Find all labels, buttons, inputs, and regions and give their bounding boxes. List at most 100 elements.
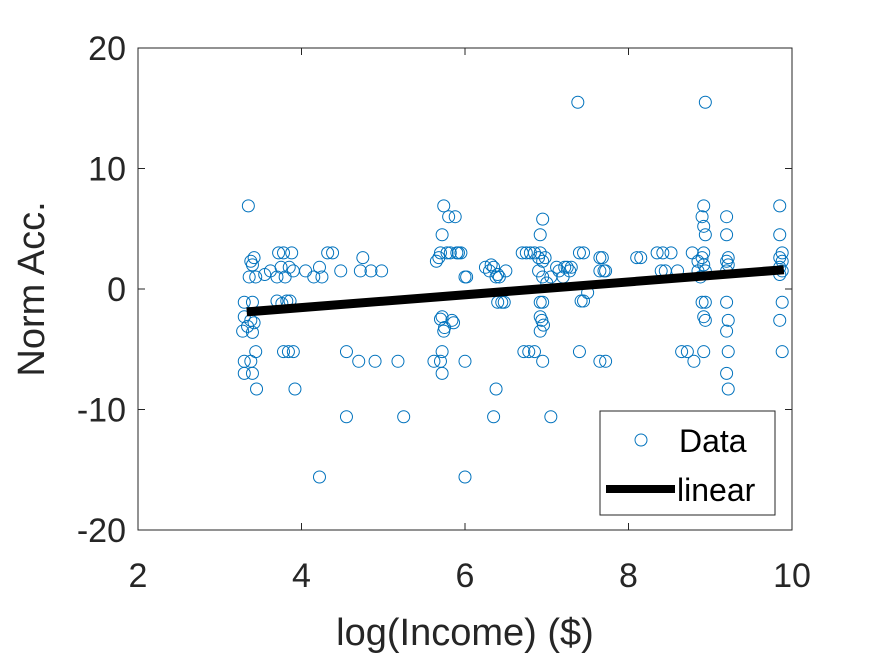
data-point [773,251,787,265]
x-axis: 2 4 6 8 10 [129,48,811,595]
data-point [687,354,701,368]
data-point [650,246,664,260]
data-point [599,264,613,278]
data-point [241,199,255,213]
data-point [282,260,296,274]
data-point [435,345,449,359]
data-point [375,264,389,278]
data-point [499,264,513,278]
data-point [435,366,449,380]
data-point [288,382,302,396]
data-point [517,345,531,359]
data-point [272,246,286,260]
linear-fit-line [246,265,785,317]
data-point [489,270,503,284]
data-point [522,345,536,359]
data-point [634,251,648,265]
data-point [242,270,256,284]
data-point [536,254,550,268]
data-point [523,246,537,260]
data-point [721,382,735,396]
data-point [454,246,468,260]
data-point [593,264,607,278]
data-point [245,325,259,339]
x-axis-label: log(Income) ($) [336,612,594,654]
data-point [245,258,259,272]
data-point [247,251,261,265]
data-point [250,382,264,396]
fit-layer [246,265,785,317]
data-point [535,313,549,327]
data-point [577,294,591,308]
data-point [334,264,348,278]
data-point [675,345,689,359]
data-point [435,228,449,242]
data-point [352,354,366,368]
legend-box [599,410,776,516]
data-point [572,246,586,260]
data-point [773,313,787,327]
data-point [698,228,712,242]
data-point [391,354,405,368]
data-point [489,382,503,396]
data-point [564,260,578,274]
data-point [560,260,574,274]
data-point [533,324,547,338]
data-point [533,246,547,260]
data-point [447,316,461,330]
data-point [532,251,546,265]
data-point [519,246,533,260]
data-point [536,318,550,332]
data-point [237,310,251,324]
data-point [697,199,711,213]
data-point [237,366,251,380]
data-point [236,324,250,338]
data-point [312,470,326,484]
data-point [698,95,712,109]
x-tick-label: 8 [619,557,638,595]
data-point [448,210,462,224]
data-point [321,246,335,260]
data-point [249,270,263,284]
data-point [356,251,370,265]
data-point [277,345,291,359]
data-point [312,260,326,274]
x-tick-label: 10 [773,557,811,595]
data-point [720,210,734,224]
data-point [274,260,288,274]
data-point [277,246,291,260]
data-point [697,345,711,359]
data-point [698,295,712,309]
data-point [270,270,284,284]
data-point [435,310,449,324]
y-axis-label: Norm Acc. [11,201,53,376]
data-point [593,354,607,368]
data-point [427,354,441,368]
data-point [286,345,300,359]
data-point [697,258,711,272]
data-point [432,251,446,265]
data-point [458,470,472,484]
x-tick-label: 6 [456,557,475,595]
data-point [720,366,734,380]
data-point [339,345,353,359]
y-tick-label: 20 [88,30,126,68]
data-point [326,246,340,260]
data-point [353,264,367,278]
data-point [773,199,787,213]
legend: Data linear [599,410,776,516]
data-point [433,246,447,260]
data-point [429,254,443,268]
data-point [572,345,586,359]
x-tick-label: 2 [129,557,148,595]
data-point [775,295,789,309]
data-point [497,295,511,309]
data-point [247,316,261,330]
data-point [533,228,547,242]
data-point [527,246,541,260]
data-point [571,95,585,109]
data-point [599,354,613,368]
data-point [721,345,735,359]
data-point [536,295,550,309]
